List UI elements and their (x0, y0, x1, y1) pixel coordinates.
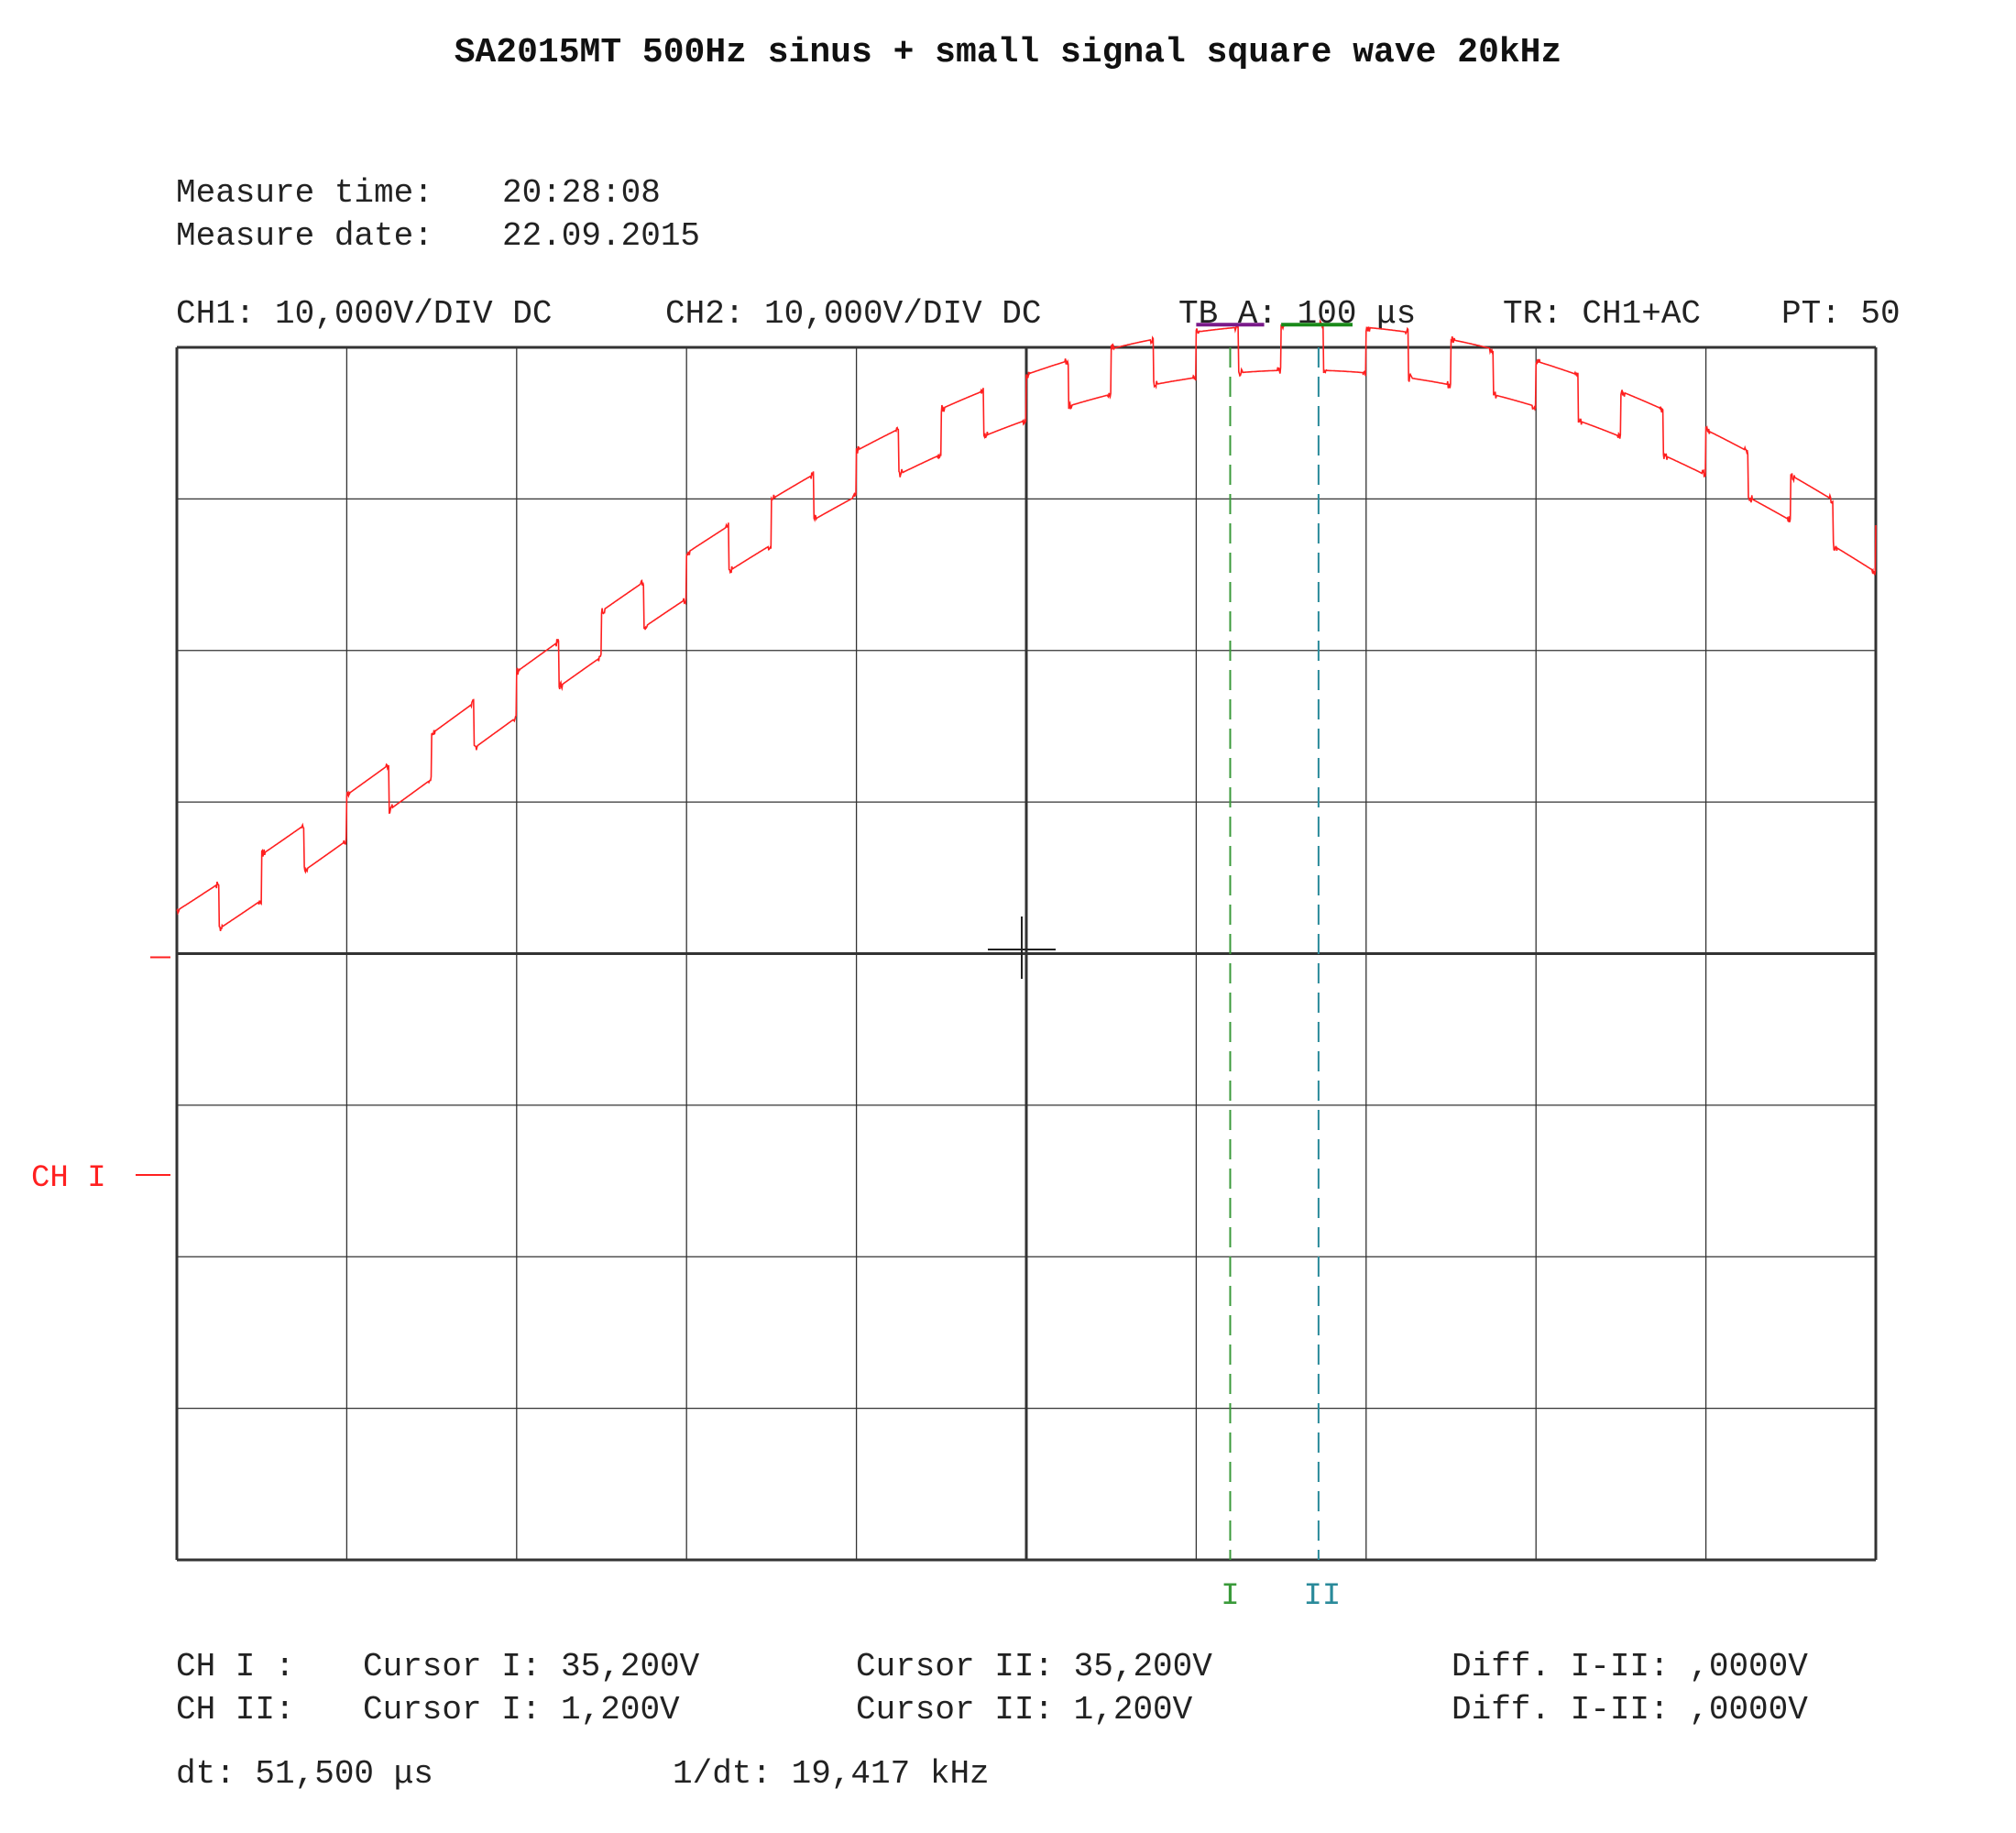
ch1-diff-value: Diff. I-II: ,0000V (1452, 1648, 1808, 1685)
ch1-cursor-one-value: Cursor I: 35,200V (363, 1648, 700, 1685)
delta-time: dt: 51,500 μs (176, 1755, 433, 1793)
chart-title: SA2015MT 500Hz sinus + small signal squa… (454, 33, 1562, 72)
center-crosshair (988, 916, 1056, 979)
measure-time-label: Measure time: (176, 174, 433, 212)
measure-time: 20:28:08 (502, 174, 661, 212)
channel-label: CH I (31, 1161, 106, 1196)
measure-date: 22.09.2015 (502, 217, 701, 255)
ch2-cursor-one-value: Cursor I: 1,200V (363, 1691, 680, 1729)
measure-date-label: Measure date: (176, 217, 433, 255)
ch1-setting: CH1: 10,000V/DIV DC (176, 295, 553, 333)
ch2-setting: CH2: 10,000V/DIV DC (665, 295, 1042, 333)
ch1-trace (176, 318, 1877, 932)
cursor-two-label: II (1303, 1579, 1341, 1614)
ch1-cursor-two-value: Cursor II: 35,200V (856, 1648, 1212, 1685)
cursor-one-label: I (1221, 1579, 1239, 1614)
ch2-diff-value: Diff. I-II: ,0000V (1452, 1691, 1808, 1729)
trigger-setting: TR: CH1+AC (1503, 295, 1702, 333)
cursor-lines (1229, 347, 1320, 1560)
inverse-delta-time: 1/dt: 19,417 kHz (673, 1755, 990, 1793)
scope-grid (175, 346, 1878, 1562)
pretrigger-setting: PT: 50 (1781, 295, 1901, 333)
ch2-cursor-two-value: Cursor II: 1,200V (856, 1691, 1193, 1729)
ch2-readout-label: CH II: (176, 1691, 295, 1729)
ch1-readout-label: CH I : (176, 1648, 295, 1685)
